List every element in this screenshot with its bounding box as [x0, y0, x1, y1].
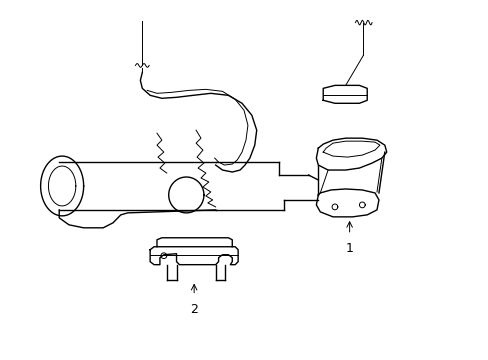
Text: 1: 1	[345, 242, 353, 255]
Text: 2: 2	[190, 302, 198, 315]
